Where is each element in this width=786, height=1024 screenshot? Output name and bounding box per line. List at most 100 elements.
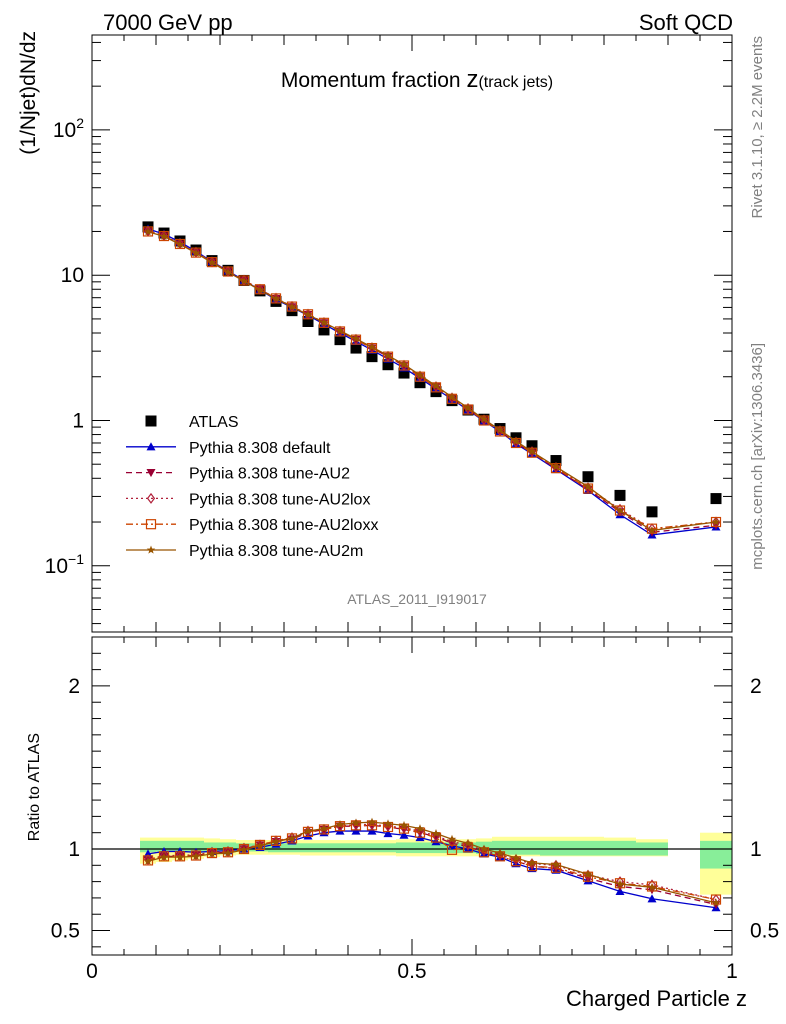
- data-point-au2m: [335, 326, 345, 335]
- ratio-point-au2m: [367, 817, 377, 826]
- main-y-tick-label: 1: [72, 409, 84, 432]
- uncertainty-band-inner: [380, 843, 396, 853]
- data-point-au2loxx: [302, 309, 314, 320]
- data-point-au2m: [239, 276, 249, 285]
- data-point-au2m: [399, 359, 409, 369]
- data-point-au2m: [255, 285, 265, 294]
- ratio-point-au2m: [615, 879, 625, 888]
- data-point-au2loxx: [142, 226, 154, 237]
- ratio-point-au2m: [175, 852, 185, 861]
- ratio-frame: [91, 636, 733, 956]
- legend-marker-au2loxx: [145, 519, 157, 530]
- ratio-point-au2m: [159, 852, 169, 861]
- ratio-point-au2lox: [207, 846, 217, 858]
- data-point-au2m: [367, 342, 377, 351]
- uncertainty-band-inner: [412, 842, 428, 854]
- series-line-au2: [147, 230, 717, 533]
- ratio-point-au2m: [287, 833, 297, 843]
- ratio-point-au2m: [223, 848, 233, 857]
- ratio-point-au2lox: [191, 849, 201, 861]
- ratio-y-tick-label: 1: [68, 838, 80, 861]
- ratio-point-default: [647, 894, 657, 903]
- uncertainty-band-inner: [332, 843, 348, 853]
- data-point-au2m: [647, 525, 657, 535]
- x-tick-label: 0: [86, 960, 98, 983]
- ratio-series-au2m: [143, 817, 721, 907]
- ratio-point-default: [399, 830, 409, 839]
- legend-marker-au2: [146, 469, 156, 478]
- uncertainty-band-inner: [700, 840, 732, 869]
- tick-base: 10: [53, 119, 76, 142]
- data-point-au2lox: [615, 503, 625, 515]
- uncertainty-band-inner: [364, 843, 380, 853]
- legend-marker-default: [146, 442, 156, 451]
- ratio-point-au2lox: [175, 850, 185, 862]
- legend-item-atlas: ATLAS: [145, 414, 239, 431]
- ratio-point-au2m: [271, 837, 281, 846]
- rivet-label: Rivet 3.1.10, ≥ 2.2M events: [749, 36, 766, 219]
- data-point-au2m: [351, 334, 361, 343]
- ratio-point-au2m: [495, 848, 505, 857]
- ratio-point-au2m: [143, 856, 153, 865]
- data-point-au2loxx: [206, 257, 218, 268]
- analysis-watermark: ATLAS_2011_I919017: [347, 591, 487, 607]
- data-point-atlas: [366, 351, 378, 363]
- ratio-point-au2m: [479, 844, 489, 853]
- data-point-au2loxx: [270, 293, 282, 304]
- data-point-atlas: [334, 334, 346, 346]
- legend-label-default: Pythia 8.308 default: [189, 440, 331, 457]
- main-y-tick-label: 10: [61, 264, 84, 287]
- ratio-point-au2m: [399, 820, 409, 829]
- main-title-var: z: [466, 66, 478, 93]
- main-y-tick-label: 102: [53, 115, 84, 142]
- x-tick-label: 0.5: [397, 960, 426, 983]
- data-point-au2loxx: [646, 523, 658, 534]
- ratio-point-au2m: [447, 834, 457, 843]
- ratio-point-au2m: [431, 829, 441, 838]
- ratio-y-label: Ratio to ATLAS: [26, 733, 43, 841]
- data-point-atlas: [382, 359, 394, 371]
- ratio-point-au2m: [511, 853, 521, 862]
- uncertainty-band-inner: [396, 842, 412, 854]
- ratio-point-au2lox: [367, 819, 377, 831]
- ratio-point-default: [367, 826, 377, 835]
- legend-label-au2m: Pythia 8.308 tune-AU2m: [189, 543, 363, 560]
- data-point-au2m: [159, 231, 169, 241]
- data-point-au2loxx: [158, 230, 170, 242]
- ratio-point-au2lox: [159, 850, 169, 862]
- uncertainty-band-inner: [300, 843, 316, 853]
- ratio-point-au2lox: [383, 820, 393, 832]
- legend-marker-atlas: [145, 415, 157, 427]
- energy-label: 7000 GeV pp: [103, 10, 233, 35]
- ratio-point-au2m: [351, 818, 361, 827]
- ratio-point-au2: [351, 822, 361, 831]
- main-frame: [91, 34, 733, 633]
- data-point-atlas: [710, 493, 722, 505]
- ratio-point-au2m: [191, 851, 201, 860]
- legend-marker-au2m: [146, 545, 156, 554]
- data-point-au2m: [303, 310, 313, 319]
- series-au2m: [143, 227, 721, 535]
- legend-label-au2loxx: Pythia 8.308 tune-AU2loxx: [189, 517, 378, 534]
- data-point-au2m: [415, 370, 425, 379]
- legend-label-au2: Pythia 8.308 tune-AU2: [189, 466, 350, 483]
- ratio-point-au2lox: [239, 842, 249, 854]
- legend-item-au2m: Pythia 8.308 tune-AU2m: [126, 543, 363, 560]
- data-point-au2m: [223, 267, 233, 276]
- data-point-au2m: [511, 436, 521, 445]
- ratio-point-au2m: [527, 858, 537, 867]
- uncertainty-band-inner: [268, 843, 284, 853]
- ratio-point-au2m: [335, 820, 345, 829]
- data-point-au2m: [527, 447, 537, 456]
- ratio-point-au2m: [239, 845, 249, 854]
- data-point-au2loxx: [238, 275, 250, 286]
- legend-label-au2lox: Pythia 8.308 tune-AU2lox: [189, 491, 370, 508]
- legend-item-default: Pythia 8.308 default: [126, 440, 331, 457]
- data-point-au2loxx: [254, 284, 266, 295]
- ratio-y-tick-label: 0.5: [51, 920, 80, 943]
- ratio-y-tick-label-right: 2: [750, 675, 762, 698]
- data-point-atlas: [398, 367, 410, 379]
- data-point-au2m: [583, 482, 593, 491]
